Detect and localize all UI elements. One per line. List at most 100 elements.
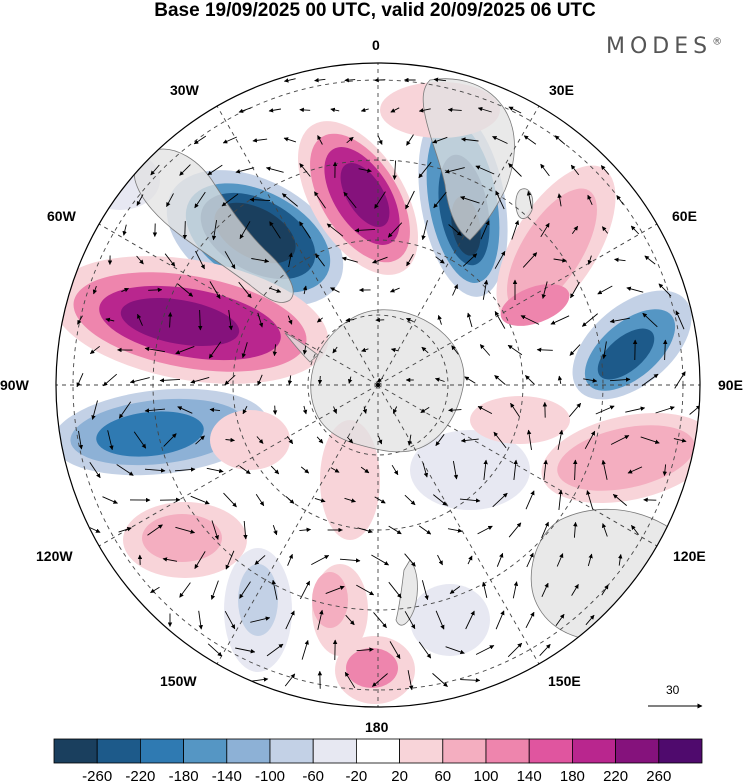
wind-vector	[206, 467, 224, 474]
wind-vector	[540, 222, 550, 238]
wind-vector	[235, 647, 256, 654]
wind-vector	[239, 221, 251, 240]
wind-vector	[144, 346, 165, 353]
wind-vector	[118, 527, 132, 533]
land-masses	[133, 78, 695, 641]
wind-vector	[287, 315, 293, 325]
colorbar-tick-label: 180	[560, 768, 585, 783]
colorbar-swatch	[183, 738, 228, 764]
lon-label-150w: 150W	[160, 673, 197, 689]
wind-vector	[89, 345, 100, 355]
wind-vector	[164, 253, 176, 267]
wind-vector	[558, 489, 563, 510]
wind-vector	[207, 643, 223, 657]
wind-vector	[418, 525, 432, 535]
wind-vector	[418, 161, 432, 179]
wind-vector	[571, 225, 579, 235]
wind-vector	[655, 406, 675, 414]
wind-vector	[451, 345, 459, 355]
wind-vector	[344, 671, 356, 689]
wind-vector	[600, 165, 610, 175]
wind-vector	[475, 165, 495, 175]
wind-vector	[405, 317, 414, 323]
lon-label-30e: 30E	[549, 82, 574, 98]
wind-vector	[238, 107, 252, 113]
wind-vector	[89, 527, 101, 533]
wind-vector	[105, 317, 115, 323]
wind-vector	[190, 495, 210, 505]
wind-vector	[572, 459, 578, 481]
wind-vector	[569, 344, 581, 356]
wind-vector	[568, 402, 582, 417]
wind-vector	[641, 373, 659, 387]
wind-vector	[541, 582, 549, 597]
wind-vector	[475, 645, 495, 655]
wind-vector	[449, 586, 461, 594]
wind-vector	[122, 224, 127, 236]
wind-vector	[404, 553, 416, 567]
wind-vector	[250, 616, 271, 623]
wind-vector	[586, 490, 594, 510]
wind-vector	[461, 137, 479, 142]
wind-vector	[523, 135, 537, 145]
colorbar-swatch	[399, 738, 444, 764]
wind-vector	[252, 677, 269, 682]
wind-vector	[543, 459, 548, 480]
wind-vector	[345, 614, 355, 626]
colorbar-swatch	[269, 738, 314, 764]
wind-vector	[225, 437, 235, 443]
map-title: Base 19/09/2025 00 UTC, valid 20/09/2025…	[154, 0, 596, 21]
wind-vector	[346, 436, 354, 444]
wind-vector	[317, 375, 323, 385]
wind-vector	[136, 255, 144, 265]
wind-vector	[357, 527, 373, 534]
wind-vector	[177, 406, 193, 414]
wind-vector	[494, 250, 506, 269]
wind-vector	[571, 584, 579, 596]
lon-label-90e: 90E	[718, 377, 743, 393]
wind-vector	[159, 378, 181, 383]
wind-vector	[601, 584, 609, 596]
wind-vector	[330, 107, 340, 113]
wind-vector	[625, 406, 646, 413]
wind-vector	[347, 376, 353, 384]
wind-vector	[89, 462, 101, 479]
wind-vector	[77, 315, 83, 325]
colorbar-tick-label: 60	[434, 768, 451, 783]
wind-vector	[432, 673, 448, 687]
wind-vector	[422, 462, 429, 478]
wind-vector	[102, 496, 118, 504]
map-boundary-circle	[55, 62, 701, 708]
wind-vector	[223, 492, 237, 508]
wind-vector	[437, 554, 443, 566]
wind-vector	[224, 374, 236, 386]
wind-vector	[447, 528, 463, 533]
wind-vector	[372, 673, 388, 687]
wind-vector	[467, 555, 473, 565]
anomaly-positive-south-australia	[541, 413, 700, 503]
wind-vector	[249, 197, 271, 202]
wind-vector	[674, 371, 686, 389]
wind-vector	[299, 527, 312, 533]
wind-vector	[225, 550, 235, 570]
wind-vector	[255, 494, 265, 507]
wind-vector	[299, 163, 311, 177]
lon-label-120w: 120W	[36, 548, 73, 564]
wind-vector	[536, 347, 553, 353]
wind-vector	[302, 345, 308, 355]
wind-vector	[235, 167, 255, 174]
wind-vector	[116, 464, 134, 476]
wind-vector	[356, 584, 375, 596]
wind-vector	[557, 429, 564, 450]
graticule	[56, 63, 700, 707]
wind-vector	[354, 228, 376, 233]
colorbar-swatch	[355, 738, 400, 764]
lon-label-150e: 150E	[548, 673, 581, 689]
wind-vector	[601, 226, 609, 234]
wind-vector	[420, 407, 430, 413]
wind-vector	[495, 190, 505, 210]
wind-vector	[508, 163, 522, 177]
wind-vector	[177, 283, 194, 297]
wind-vector	[198, 610, 203, 630]
wind-vector	[388, 581, 402, 599]
